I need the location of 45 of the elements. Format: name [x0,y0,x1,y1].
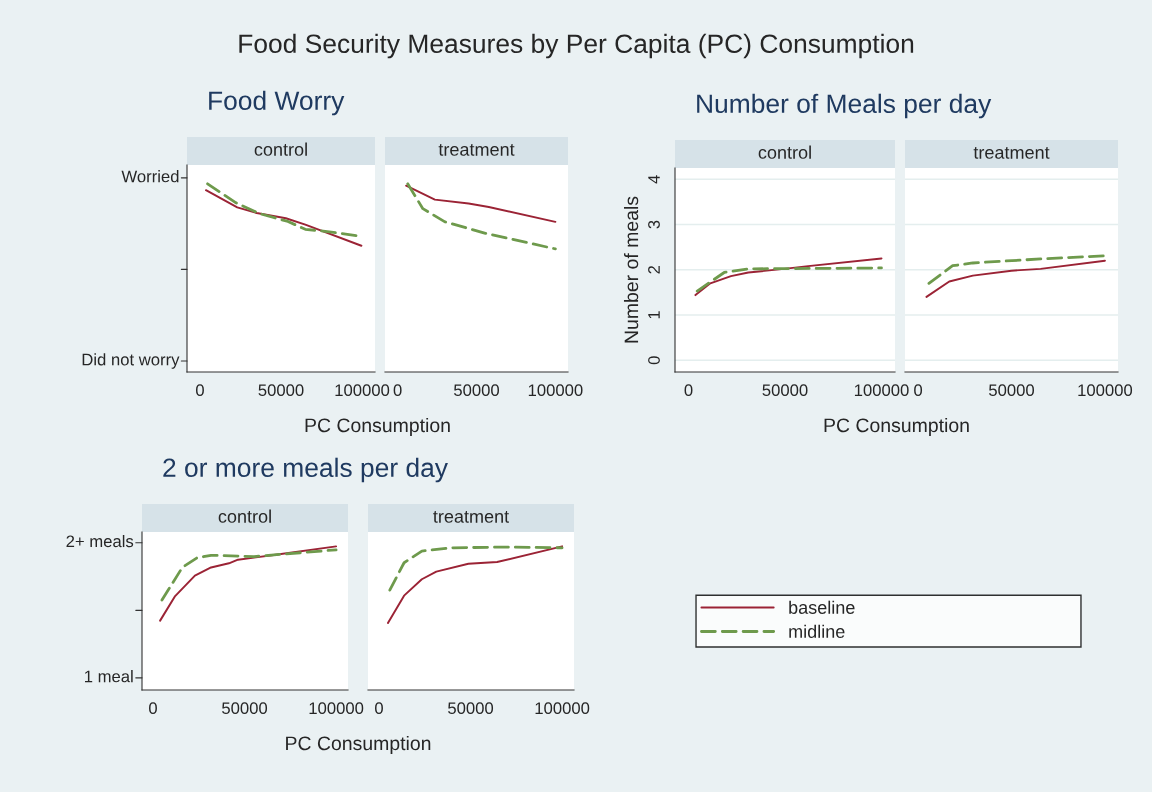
text: 2+ meals [66,534,134,548]
x-tick-label: 50000 [989,384,1035,397]
x-tick-label: 50000 [258,384,304,397]
chart-title: control [758,145,811,159]
x-tick-label: 0 [195,384,204,397]
text: Food Security Measures by Per Capita (PC) Consumption [239,33,914,59]
x-tick-label: 50000 [448,702,494,715]
y-tick-label: 2 [648,265,660,274]
x-tick-label: 0 [393,384,402,397]
x-axis-title: PC Consumption [286,735,431,755]
chart-title: treatment [438,144,515,156]
x-tick-label: 100000 [535,702,590,715]
chart-title: control [254,142,307,156]
text: Worried [121,170,179,183]
chart-subtitle: Number of Meals per day [697,93,992,119]
x-tick-label: 100000 [854,384,909,397]
y-axis-title: Number of meals [623,196,639,343]
text: 1 meal [85,670,133,683]
x-tick-label: 100000 [1078,384,1133,397]
line-series [694,257,883,297]
x-tick-label: 0 [149,702,157,715]
chart-subtitle: Food Worry [209,90,345,116]
x-tick-label: 0 [684,384,693,397]
x-tick-label: 100000 [335,384,390,397]
text: Did not worry [82,353,180,369]
y-tick-label: 1 [648,311,660,319]
chart-title: treatment [433,511,509,523]
y-tick-label: 4 [648,175,660,184]
chart-title: treatment [973,147,1050,159]
y-tick-label: 3 [648,220,660,229]
y-tick-label: 0 [648,356,660,365]
x-tick-label: 100000 [309,702,364,715]
x-axis-title: PC Consumption [824,417,969,437]
x-tick-label: 50000 [222,702,268,715]
chart-title: control [218,509,271,523]
x-tick-label: 50000 [454,384,500,397]
x-tick-label: 50000 [762,384,808,397]
line-series [695,266,883,293]
legend-label: baseline [789,600,855,614]
x-tick-label: 0 [914,384,923,397]
x-tick-label: 100000 [528,384,583,397]
x-tick-label: 0 [375,702,383,715]
chart-subtitle: 2 or more meals per day [163,457,448,483]
x-axis-title: PC Consumption [305,417,450,437]
legend-label: midline [789,624,845,638]
